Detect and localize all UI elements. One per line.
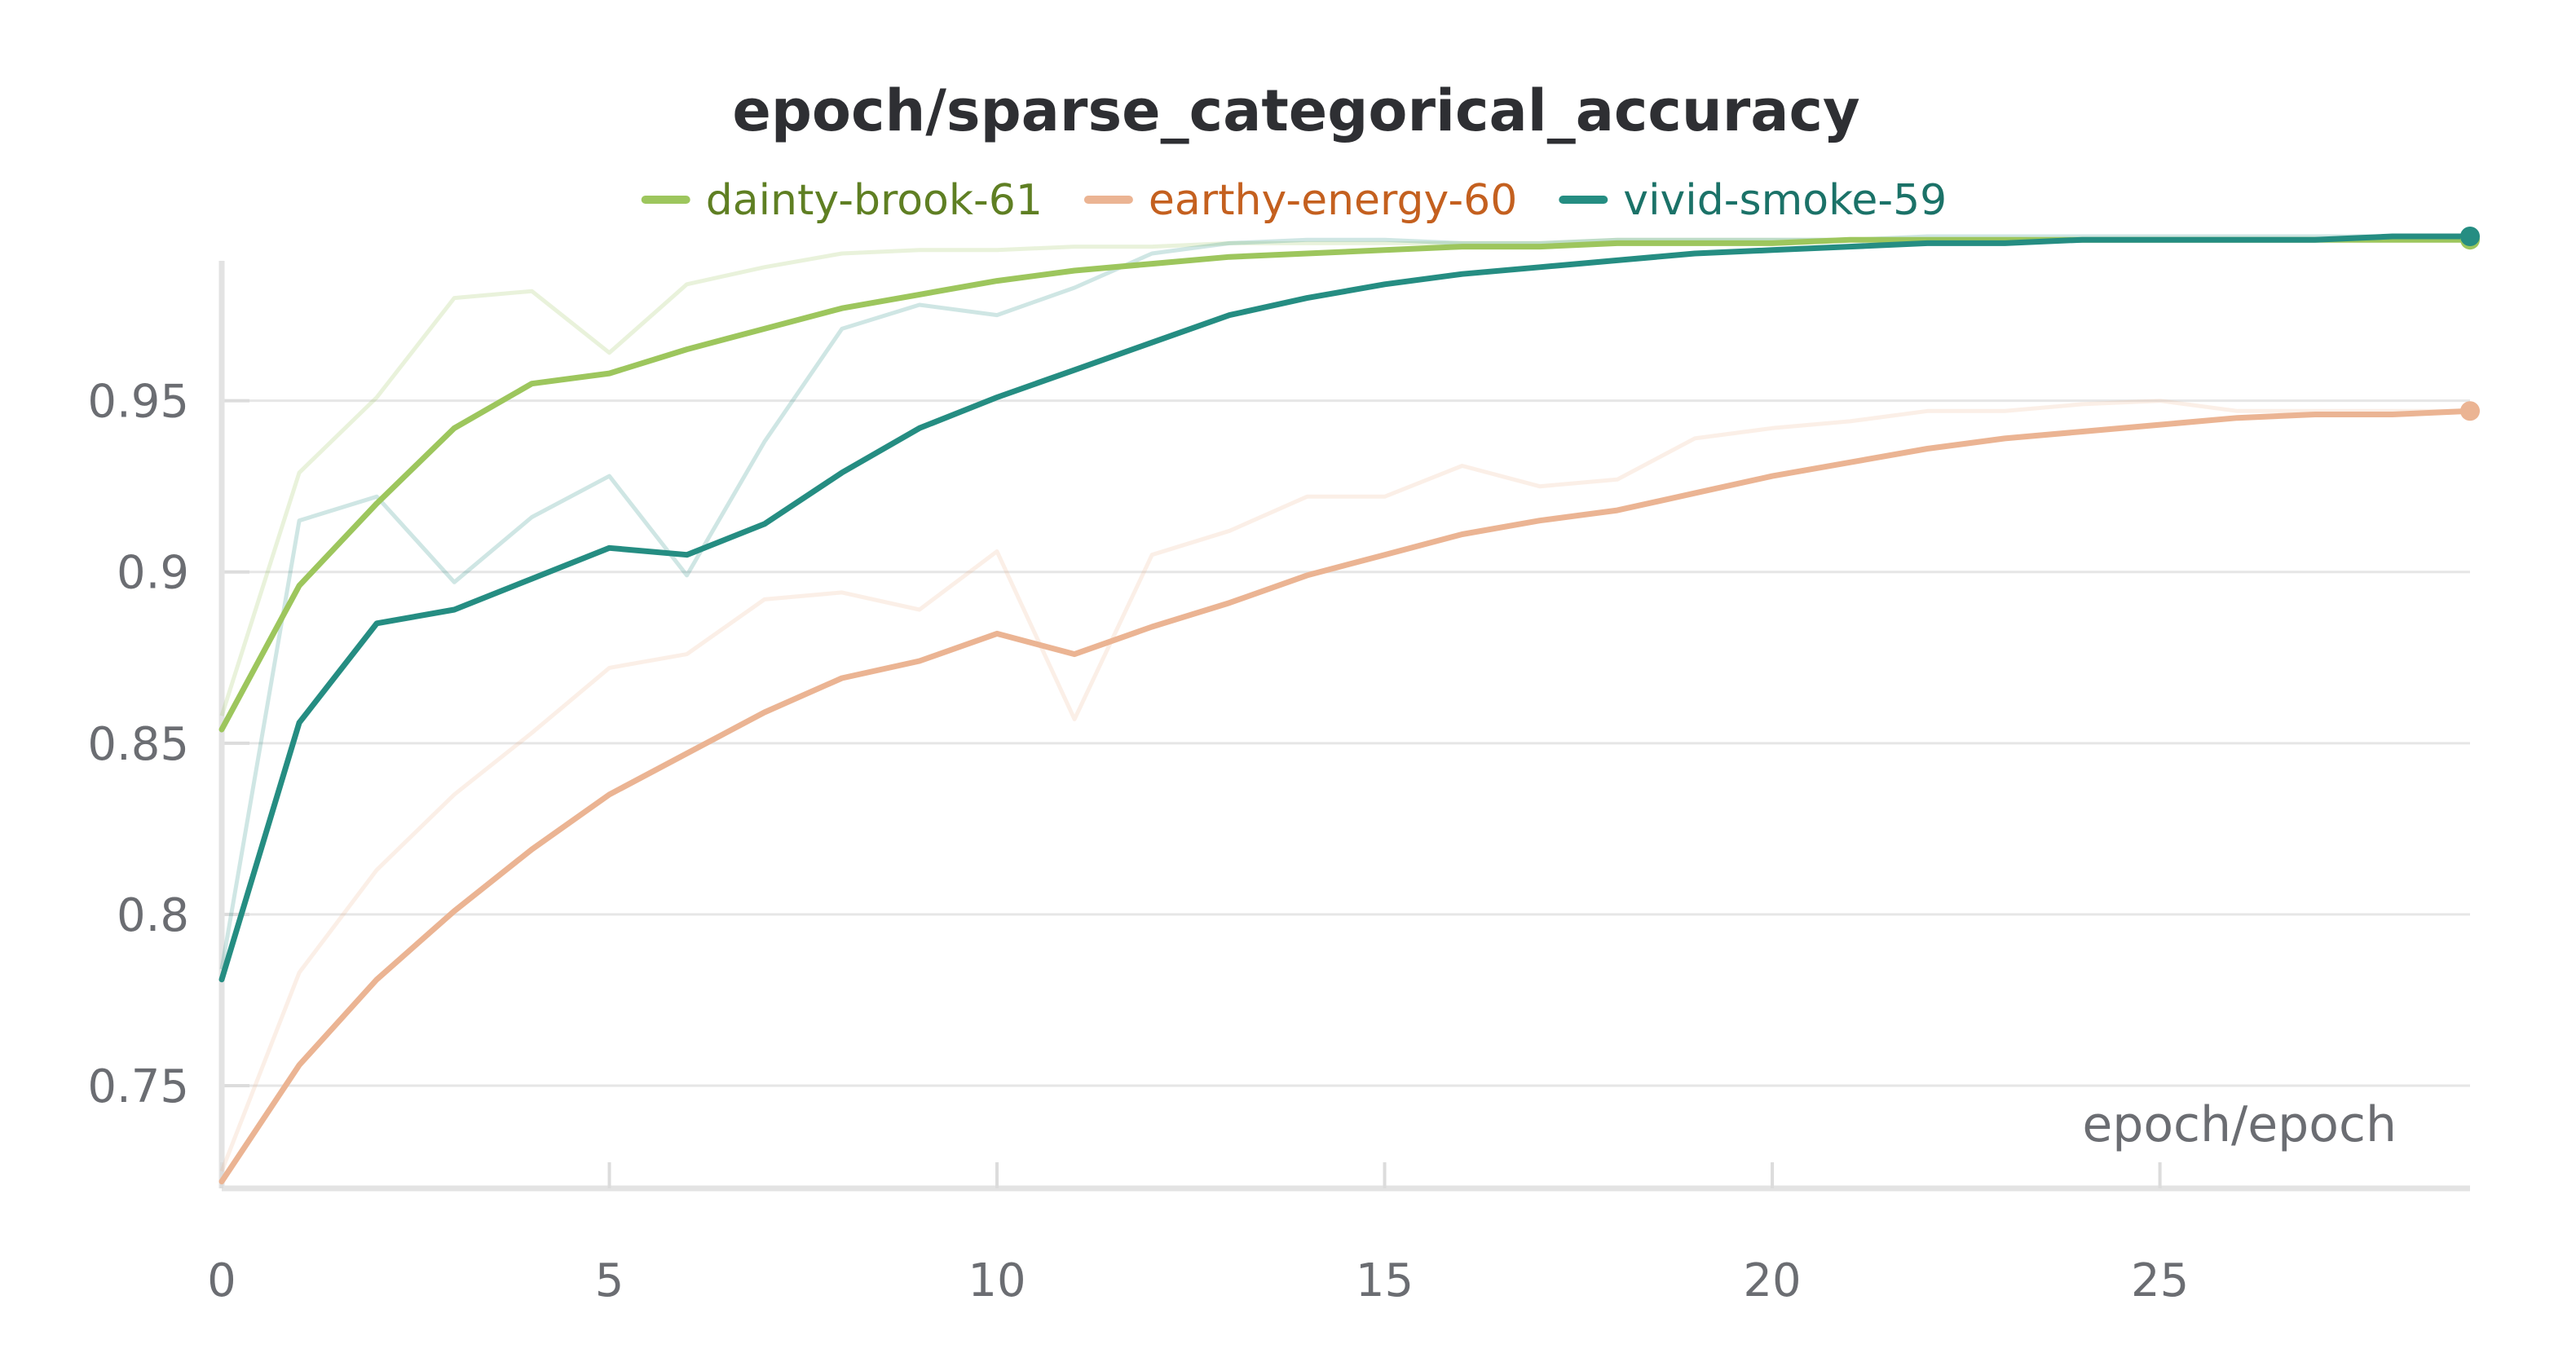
legend-label: dainty-brook-61	[706, 176, 1043, 225]
legend: dainty-brook-61 earthy-energy-60 vivid-smo…	[641, 176, 1947, 225]
series-raw-line-earthy-energy-60	[219, 399, 2470, 1172]
legend-label: vivid-smoke-59	[1623, 176, 1947, 225]
series-end-markers	[2460, 227, 2480, 421]
x-tick-label: 15	[1356, 1254, 1414, 1307]
grid-lines: 0.75 0.8 0.85 0.9 0.95	[87, 376, 2470, 1113]
legend-item[interactable]: earthy-energy-60	[1083, 176, 1517, 225]
y-tick-label: 0.9	[117, 547, 189, 600]
x-tick-label: 0	[207, 1254, 236, 1307]
series-end-point-earthy-energy-60	[2460, 401, 2480, 421]
y-tick-label: 0.85	[87, 718, 189, 771]
x-tick-label: 10	[968, 1254, 1026, 1307]
chart-title: epoch/sparse_categorical_accuracy	[732, 77, 1859, 144]
series-smoothed-lines	[218, 233, 2473, 1185]
x-axis-label: epoch/epoch	[2082, 1096, 2397, 1153]
y-tick-label: 0.95	[87, 376, 189, 429]
legend-label: earthy-energy-60	[1149, 176, 1517, 225]
x-tick-label: 25	[2131, 1254, 2189, 1307]
y-tick-label: 0.8	[117, 889, 189, 942]
series-raw-lines	[219, 234, 2470, 1172]
x-tick-label: 5	[595, 1254, 624, 1307]
x-tick-label: 20	[1743, 1254, 1801, 1307]
legend-item[interactable]: dainty-brook-61	[641, 176, 1043, 225]
series-line-earthy-energy-60	[218, 408, 2473, 1185]
series-raw-line-vivid-smoke-59	[219, 234, 2470, 970]
y-tick-label: 0.75	[87, 1060, 189, 1113]
legend-item[interactable]: vivid-smoke-59	[1559, 176, 1947, 225]
series-raw-line-dainty-brook-61	[219, 237, 2470, 716]
series-line-vivid-smoke-59	[218, 233, 2473, 983]
series-end-point-vivid-smoke-59	[2460, 227, 2480, 246]
